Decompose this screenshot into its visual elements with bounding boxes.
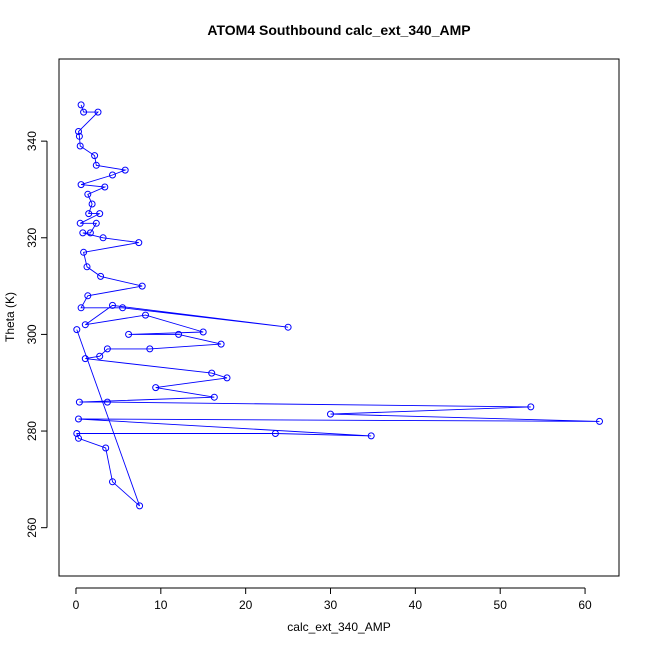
data-point bbox=[217, 340, 225, 348]
x-tick-label: 50 bbox=[494, 598, 508, 612]
y-tick-label: 260 bbox=[25, 517, 39, 537]
data-point bbox=[142, 311, 149, 319]
y-axis: 260 280 300 320 340 bbox=[25, 131, 48, 538]
y-tick-label: 340 bbox=[25, 131, 39, 151]
data-point bbox=[208, 369, 216, 377]
x-tick-label: 60 bbox=[578, 598, 592, 612]
data-point bbox=[121, 166, 129, 174]
data-point bbox=[152, 384, 160, 392]
data-point bbox=[596, 417, 603, 425]
chart-title: ATOM4 Southbound calc_ext_340_AMP bbox=[207, 22, 470, 38]
series-line bbox=[76, 104, 600, 507]
data-point bbox=[73, 430, 81, 437]
data-point bbox=[75, 128, 82, 135]
data-point bbox=[81, 321, 89, 329]
plot-frame bbox=[58, 58, 620, 577]
data-point bbox=[92, 219, 100, 227]
data-point bbox=[94, 108, 102, 116]
data-point bbox=[109, 171, 116, 179]
data-point bbox=[77, 181, 85, 189]
data-point bbox=[75, 415, 82, 423]
data-point bbox=[210, 393, 218, 401]
data-point bbox=[125, 330, 133, 338]
x-tick-label: 40 bbox=[409, 598, 423, 612]
data-point bbox=[73, 326, 81, 334]
data-point bbox=[84, 190, 92, 198]
data-point bbox=[199, 328, 207, 336]
data-point bbox=[76, 142, 84, 150]
y-tick-label: 320 bbox=[25, 227, 39, 247]
data-point bbox=[86, 229, 94, 237]
data-point bbox=[103, 398, 111, 406]
data-point bbox=[83, 263, 91, 271]
data-point bbox=[77, 101, 85, 109]
data-point bbox=[138, 282, 146, 290]
data-point bbox=[75, 132, 83, 140]
x-tick-label: 0 bbox=[73, 598, 80, 612]
data-point bbox=[527, 403, 535, 411]
data-point bbox=[109, 478, 116, 486]
y-tick-label: 300 bbox=[25, 324, 39, 344]
data-point bbox=[75, 398, 83, 406]
x-tick-label: 10 bbox=[154, 598, 168, 612]
data-point bbox=[85, 210, 93, 218]
x-axis-label: calc_ext_340_AMP bbox=[287, 620, 390, 634]
data-point bbox=[271, 430, 279, 437]
data-point bbox=[91, 152, 99, 160]
series-layer bbox=[73, 101, 603, 510]
data-point bbox=[101, 183, 109, 191]
data-point bbox=[77, 304, 85, 312]
y-axis-label: Theta (K) bbox=[3, 292, 17, 342]
data-point bbox=[80, 108, 88, 116]
data-point bbox=[84, 292, 92, 300]
data-point bbox=[76, 219, 84, 227]
x-axis: 0 10 20 30 40 50 60 bbox=[73, 587, 592, 612]
data-point bbox=[96, 352, 104, 360]
data-point bbox=[99, 234, 107, 242]
data-point bbox=[88, 200, 96, 208]
data-point bbox=[135, 239, 143, 247]
data-point bbox=[175, 330, 183, 338]
data-point bbox=[79, 229, 87, 237]
data-point bbox=[119, 304, 127, 312]
data-point bbox=[146, 345, 154, 353]
data-point bbox=[136, 502, 144, 510]
y-tick-label: 280 bbox=[25, 421, 39, 441]
data-point bbox=[327, 410, 334, 418]
data-point bbox=[92, 161, 100, 169]
data-point bbox=[103, 345, 111, 353]
data-point bbox=[102, 444, 110, 452]
data-point bbox=[81, 355, 89, 363]
data-point bbox=[109, 301, 116, 309]
data-point bbox=[223, 374, 231, 382]
data-point bbox=[75, 434, 82, 442]
data-point bbox=[284, 323, 292, 331]
data-point bbox=[367, 432, 375, 440]
data-point bbox=[80, 248, 88, 256]
data-point bbox=[96, 210, 104, 218]
data-point bbox=[97, 272, 105, 280]
x-tick-label: 20 bbox=[239, 598, 253, 612]
x-tick-label: 30 bbox=[324, 598, 338, 612]
